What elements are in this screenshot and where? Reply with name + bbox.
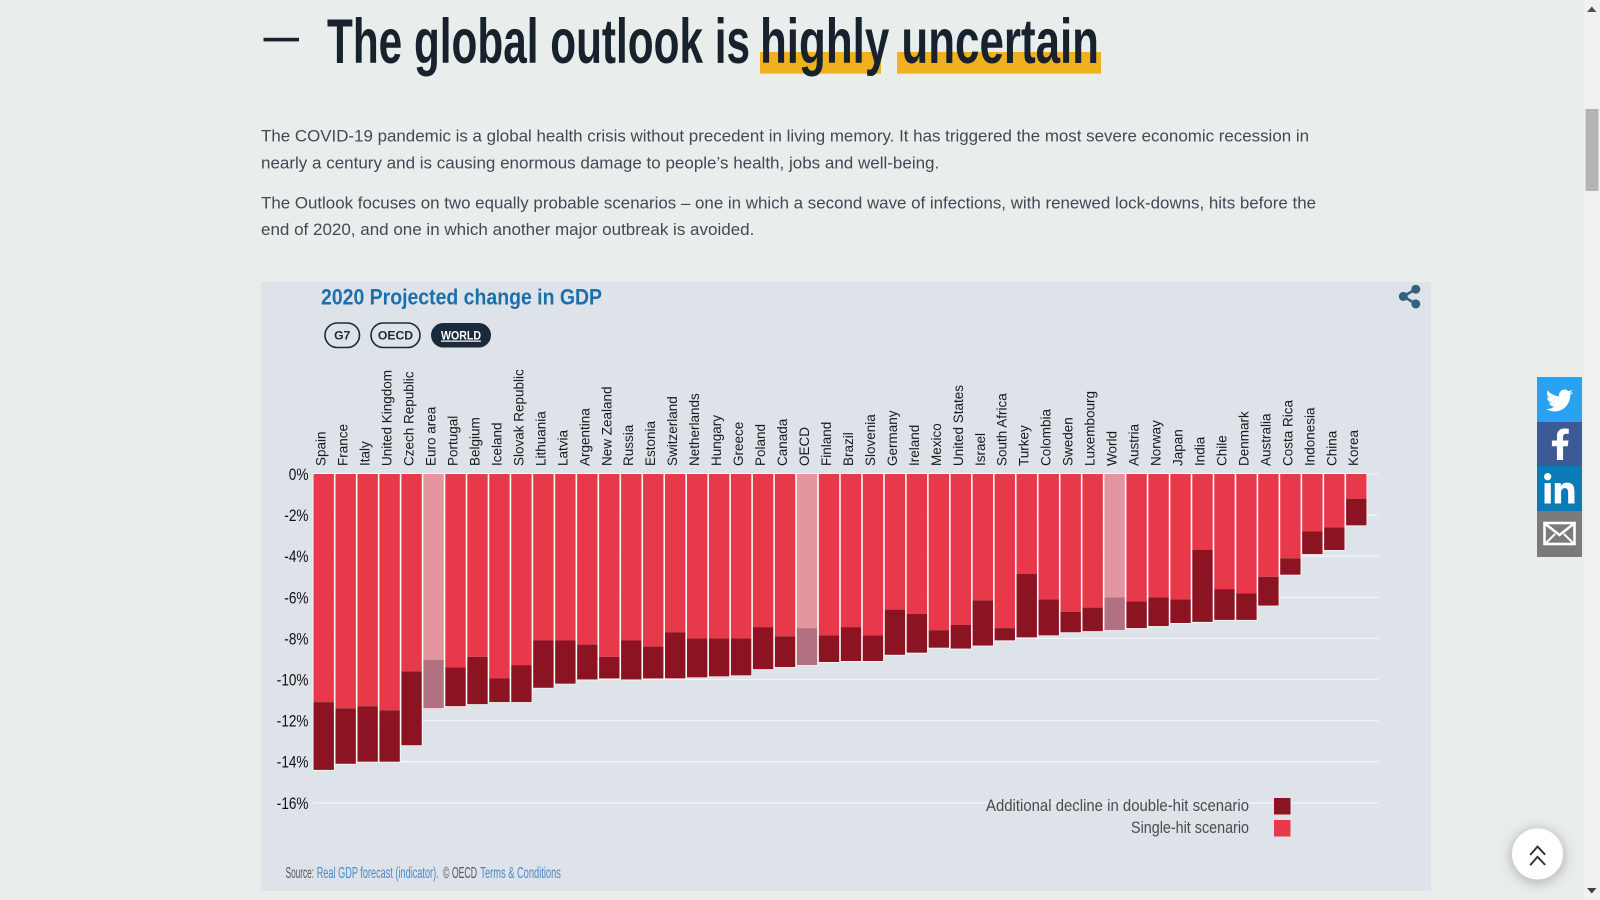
svg-text:Euro area: Euro area — [424, 406, 439, 466]
svg-text:end of 2020, and one in which: end of 2020, and one in which another ma… — [261, 220, 754, 239]
svg-text:Costa Rica: Costa Rica — [1280, 399, 1295, 466]
svg-text:OECD: OECD — [797, 427, 812, 466]
svg-text:Netherlands: Netherlands — [687, 393, 702, 466]
svg-text:Slovenia: Slovenia — [863, 414, 878, 466]
svg-text:2020 Projected change in GDP: 2020 Projected change in GDP — [321, 285, 602, 310]
svg-text:G7: G7 — [334, 329, 350, 343]
svg-text:Spain: Spain — [314, 431, 329, 466]
svg-text:nearly a century and is causin: nearly a century and is causing enormous… — [261, 153, 939, 172]
svg-text:Estonia: Estonia — [643, 420, 658, 466]
svg-text:Slovak Republic: Slovak Republic — [511, 369, 526, 466]
svg-text:-6%: -6% — [284, 588, 308, 607]
svg-text:Chile: Chile — [1214, 435, 1229, 466]
svg-text:Latvia: Latvia — [555, 429, 570, 466]
svg-text:OECD: OECD — [378, 329, 413, 343]
svg-text:Denmark: Denmark — [1236, 411, 1251, 466]
svg-text:-12%: -12% — [277, 712, 309, 731]
svg-text:Single-hit scenario: Single-hit scenario — [1131, 818, 1249, 837]
svg-text:0%: 0% — [289, 465, 309, 484]
svg-text:Greece: Greece — [731, 422, 746, 466]
svg-text:-4%: -4% — [284, 547, 308, 566]
svg-text:Indonesia: Indonesia — [1302, 407, 1317, 466]
svg-text:Portugal: Portugal — [445, 416, 460, 466]
svg-text:Norway: Norway — [1149, 420, 1164, 466]
svg-text:-14%: -14% — [277, 753, 309, 772]
svg-text:Germany: Germany — [885, 410, 900, 466]
svg-text:Finland: Finland — [819, 422, 834, 466]
svg-text:Belgium: Belgium — [467, 417, 482, 466]
svg-text:Austria: Austria — [1127, 423, 1142, 466]
svg-text:South Africa: South Africa — [995, 393, 1010, 466]
svg-text:India: India — [1192, 436, 1207, 466]
svg-text:Czech Republic: Czech Republic — [402, 371, 417, 466]
svg-text:Italy: Italy — [358, 441, 373, 466]
svg-text:Turkey: Turkey — [1017, 425, 1032, 466]
svg-text:Poland: Poland — [753, 424, 768, 466]
svg-text:Colombia: Colombia — [1039, 408, 1054, 466]
svg-text:Lithuania: Lithuania — [533, 411, 548, 466]
svg-text:China: China — [1324, 430, 1339, 466]
svg-text:highly uncertain: highly uncertain — [760, 7, 1099, 77]
svg-text:The Outlook focuses on two equ: The Outlook focuses on two equally proba… — [261, 194, 1316, 213]
svg-text:Switzerland: Switzerland — [665, 396, 680, 466]
svg-text:Source:: Source: — [286, 865, 314, 882]
svg-text:Luxembourg: Luxembourg — [1083, 391, 1098, 466]
svg-text:Brazil: Brazil — [841, 432, 856, 466]
svg-text:Real GDP forecast (indicator).: Real GDP forecast (indicator). — [317, 865, 439, 882]
svg-text:Terms & Conditions: Terms & Conditions — [480, 865, 561, 882]
svg-text:The COVID-19 pandemic is a glo: The COVID-19 pandemic is a global health… — [261, 126, 1309, 145]
svg-text:United States: United States — [951, 385, 966, 466]
svg-text:Australia: Australia — [1258, 413, 1273, 466]
svg-text:Iceland: Iceland — [489, 422, 504, 466]
svg-text:Additional decline in double-h: Additional decline in double-hit scenari… — [986, 796, 1249, 815]
svg-text:United Kingdom: United Kingdom — [380, 370, 395, 466]
svg-text:France: France — [336, 424, 351, 466]
svg-text:-2%: -2% — [284, 506, 308, 525]
svg-text:World: World — [1105, 431, 1120, 466]
svg-text:Ireland: Ireland — [907, 425, 922, 466]
svg-text:Israel: Israel — [973, 433, 988, 466]
svg-text:-10%: -10% — [277, 671, 309, 690]
svg-text:New Zealand: New Zealand — [599, 386, 614, 466]
svg-text:The global outlook is: The global outlook is — [327, 7, 750, 77]
svg-text:Russia: Russia — [621, 424, 636, 466]
svg-text:-8%: -8% — [284, 629, 308, 648]
svg-text:© OECD: © OECD — [443, 865, 477, 882]
svg-text:WORLD: WORLD — [441, 329, 481, 343]
svg-text:Argentina: Argentina — [577, 408, 592, 466]
svg-text:Sweden: Sweden — [1061, 417, 1076, 466]
svg-text:Mexico: Mexico — [929, 423, 944, 466]
svg-text:Korea: Korea — [1346, 429, 1361, 466]
svg-text:-16%: -16% — [277, 794, 309, 813]
svg-text:Hungary: Hungary — [709, 415, 724, 466]
svg-text:Japan: Japan — [1170, 429, 1185, 466]
svg-text:Canada: Canada — [775, 418, 790, 466]
